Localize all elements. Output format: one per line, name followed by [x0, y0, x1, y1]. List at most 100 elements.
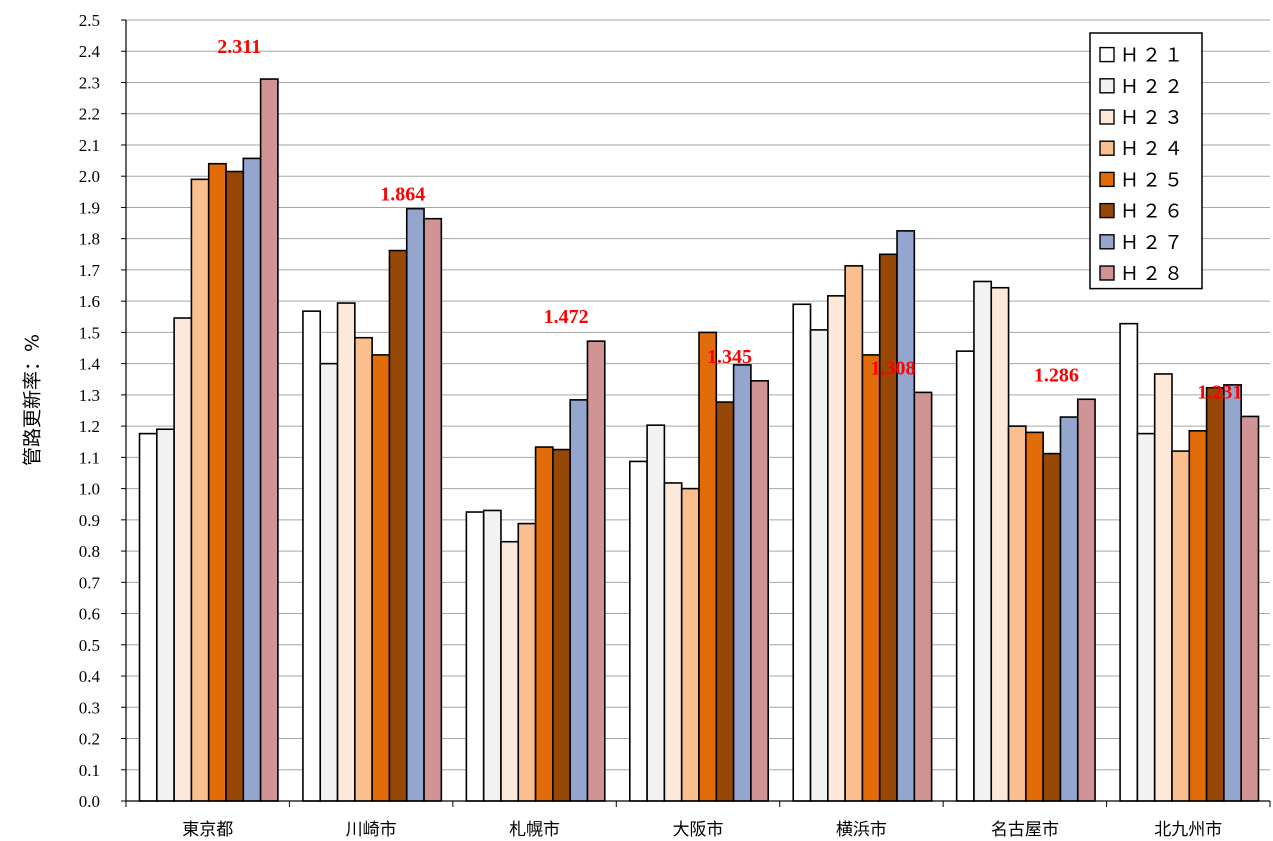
- bar: [1025, 431, 1044, 802]
- y-tick-label: 0.8: [79, 542, 100, 561]
- bar: [173, 317, 193, 802]
- legend-swatch: [1099, 78, 1115, 94]
- bar: [844, 265, 864, 802]
- y-tick-label: 1.0: [79, 480, 100, 499]
- y-tick-label: 0.3: [79, 698, 100, 717]
- y-tick-label: 2.5: [79, 11, 100, 30]
- y-tick-label: 1.7: [79, 261, 101, 280]
- bar: [792, 303, 812, 802]
- bar: [569, 399, 589, 802]
- legend-swatch: [1099, 46, 1115, 63]
- y-tick-label: 1.1: [79, 448, 100, 467]
- y-tick-label: 1.6: [79, 292, 100, 311]
- legend-label: Ｈ２３: [1120, 108, 1186, 129]
- y-tick-label: 0.0: [79, 792, 100, 811]
- data-label: 1.286: [1034, 364, 1079, 386]
- legend-label: Ｈ２４: [1120, 139, 1186, 160]
- data-label: 1.864: [380, 184, 425, 206]
- bar: [1076, 398, 1096, 802]
- axes: 0.0 0.1 0.2 0.3 0.4 0.5 0.6 0.7 0.8 0.9 1.0 1.1 1.2 1…: [79, 11, 1271, 840]
- data-label: 1.308: [870, 357, 915, 379]
- bar: [1153, 373, 1173, 802]
- bar: [1171, 450, 1191, 802]
- bar: [1223, 384, 1242, 802]
- bar: [896, 230, 916, 802]
- y-axis-label: 管路更新率：%: [22, 334, 44, 466]
- bar: [242, 157, 262, 802]
- y-tick-label: 2.4: [79, 42, 101, 61]
- legend-swatch: [1099, 171, 1115, 188]
- bar: [534, 446, 554, 802]
- bar: [973, 280, 993, 802]
- bar: [405, 207, 425, 802]
- bar: [715, 401, 735, 802]
- x-tick-label: 川崎市: [346, 820, 397, 840]
- bar: [1042, 452, 1062, 802]
- legend-label: Ｈ２８: [1120, 264, 1186, 285]
- x-tick-label: 大阪市: [673, 820, 724, 840]
- y-tick-label: 2.2: [79, 105, 100, 124]
- bar: [336, 302, 356, 802]
- bar: [827, 295, 846, 802]
- legend-label: Ｈ２１: [1120, 46, 1186, 67]
- bar: [465, 511, 485, 802]
- y-tick-label: 1.5: [79, 323, 100, 342]
- data-labels: 2.311 1.864 1.472 1.345 1.308 1.286 1.231: [217, 36, 1242, 403]
- data-label: 1.231: [1197, 381, 1242, 403]
- bar: [861, 354, 881, 802]
- y-tick-label: 2.1: [79, 136, 100, 155]
- bar: [354, 336, 373, 802]
- bar: [1188, 430, 1208, 802]
- legend-label: Ｈ２７: [1120, 233, 1186, 254]
- bar: [913, 391, 933, 802]
- bar: [552, 448, 571, 802]
- y-tick-label: 1.2: [79, 417, 100, 436]
- y-tick-label: 0.1: [79, 761, 100, 780]
- data-label: 2.311: [217, 36, 261, 58]
- y-tick-label: 1.4: [79, 355, 101, 374]
- data-label: 1.345: [707, 346, 752, 368]
- x-tick-label: 名古屋市: [991, 820, 1059, 840]
- bar: [586, 340, 606, 802]
- bar: [207, 162, 227, 802]
- x-tick-label: 横浜市: [836, 820, 887, 840]
- bar: [663, 482, 683, 802]
- bar: [1059, 416, 1079, 802]
- bar: [698, 331, 718, 802]
- bar: [156, 428, 175, 802]
- legend-swatch: [1099, 140, 1115, 156]
- y-tick-label: 0.5: [79, 636, 100, 655]
- legend-swatch: [1099, 265, 1115, 281]
- bar: [955, 350, 975, 802]
- bar: [225, 170, 245, 802]
- data-label: 1.472: [544, 306, 589, 328]
- y-tick-label: 0.6: [79, 605, 100, 624]
- y-tick-label: 1.3: [79, 386, 100, 405]
- legend-label: Ｈ２５: [1120, 170, 1186, 191]
- y-tick-label: 2.3: [79, 73, 100, 92]
- bar: [138, 432, 158, 802]
- bar: [732, 364, 752, 802]
- y-tick-label: 0.7: [79, 573, 101, 592]
- bar: [878, 253, 898, 802]
- x-tick-label: 札幌市: [509, 820, 560, 840]
- legend-swatch: [1099, 109, 1115, 125]
- legend: Ｈ２１ Ｈ２２ Ｈ２３ Ｈ２４ Ｈ２５ Ｈ２６ Ｈ２７ Ｈ２８: [1089, 32, 1203, 290]
- x-tick-label: 北九州市: [1154, 820, 1222, 840]
- bar: [809, 329, 829, 802]
- bar: [388, 249, 408, 802]
- bar: [628, 460, 648, 802]
- bar: [482, 509, 502, 802]
- bar: [500, 540, 520, 802]
- y-tick-label: 0.2: [79, 730, 100, 749]
- bar: [646, 424, 666, 802]
- bar: [1119, 322, 1139, 802]
- bar: [190, 178, 210, 802]
- bar: [680, 487, 700, 802]
- y-tick-label: 1.9: [79, 198, 100, 217]
- bar: [319, 362, 339, 802]
- legend-swatch: [1099, 234, 1115, 250]
- y-tick-label: 0.4: [79, 667, 101, 686]
- bar: [990, 286, 1010, 802]
- bar: [1007, 425, 1027, 802]
